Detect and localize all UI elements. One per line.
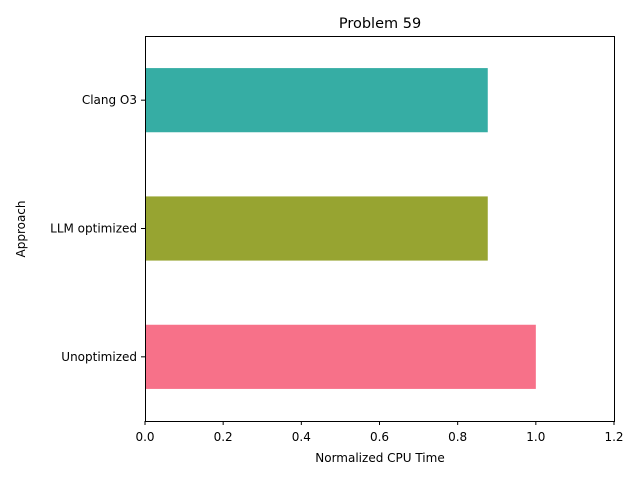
x-tick-label: 0.4 xyxy=(292,430,311,444)
x-axis-label: Normalized CPU Time xyxy=(315,451,444,465)
x-tick-label: 1.2 xyxy=(604,430,623,444)
x-tick-label: 0.8 xyxy=(448,430,467,444)
y-axis-label: Approach xyxy=(14,200,28,257)
y-tick-label: Unoptimized xyxy=(61,350,137,364)
x-tick-label: 1.0 xyxy=(526,430,545,444)
bar-clang-o3 xyxy=(145,68,488,133)
x-axis: 0.0 0.2 0.4 0.6 0.8 1.0 1.2 xyxy=(135,421,624,444)
y-axis: Clang O3 LLM optimized Unoptimized xyxy=(50,93,145,364)
bar-llm-optimized xyxy=(145,196,488,261)
x-tick-label: 0.2 xyxy=(214,430,233,444)
x-tick-label: 0.0 xyxy=(135,430,154,444)
bar-unoptimized xyxy=(145,324,536,389)
x-tick-label: 0.6 xyxy=(370,430,389,444)
chart-title: Problem 59 xyxy=(339,16,421,32)
y-tick-label: Clang O3 xyxy=(82,93,137,107)
y-tick-label: LLM optimized xyxy=(50,222,137,236)
bars-group xyxy=(145,68,536,389)
